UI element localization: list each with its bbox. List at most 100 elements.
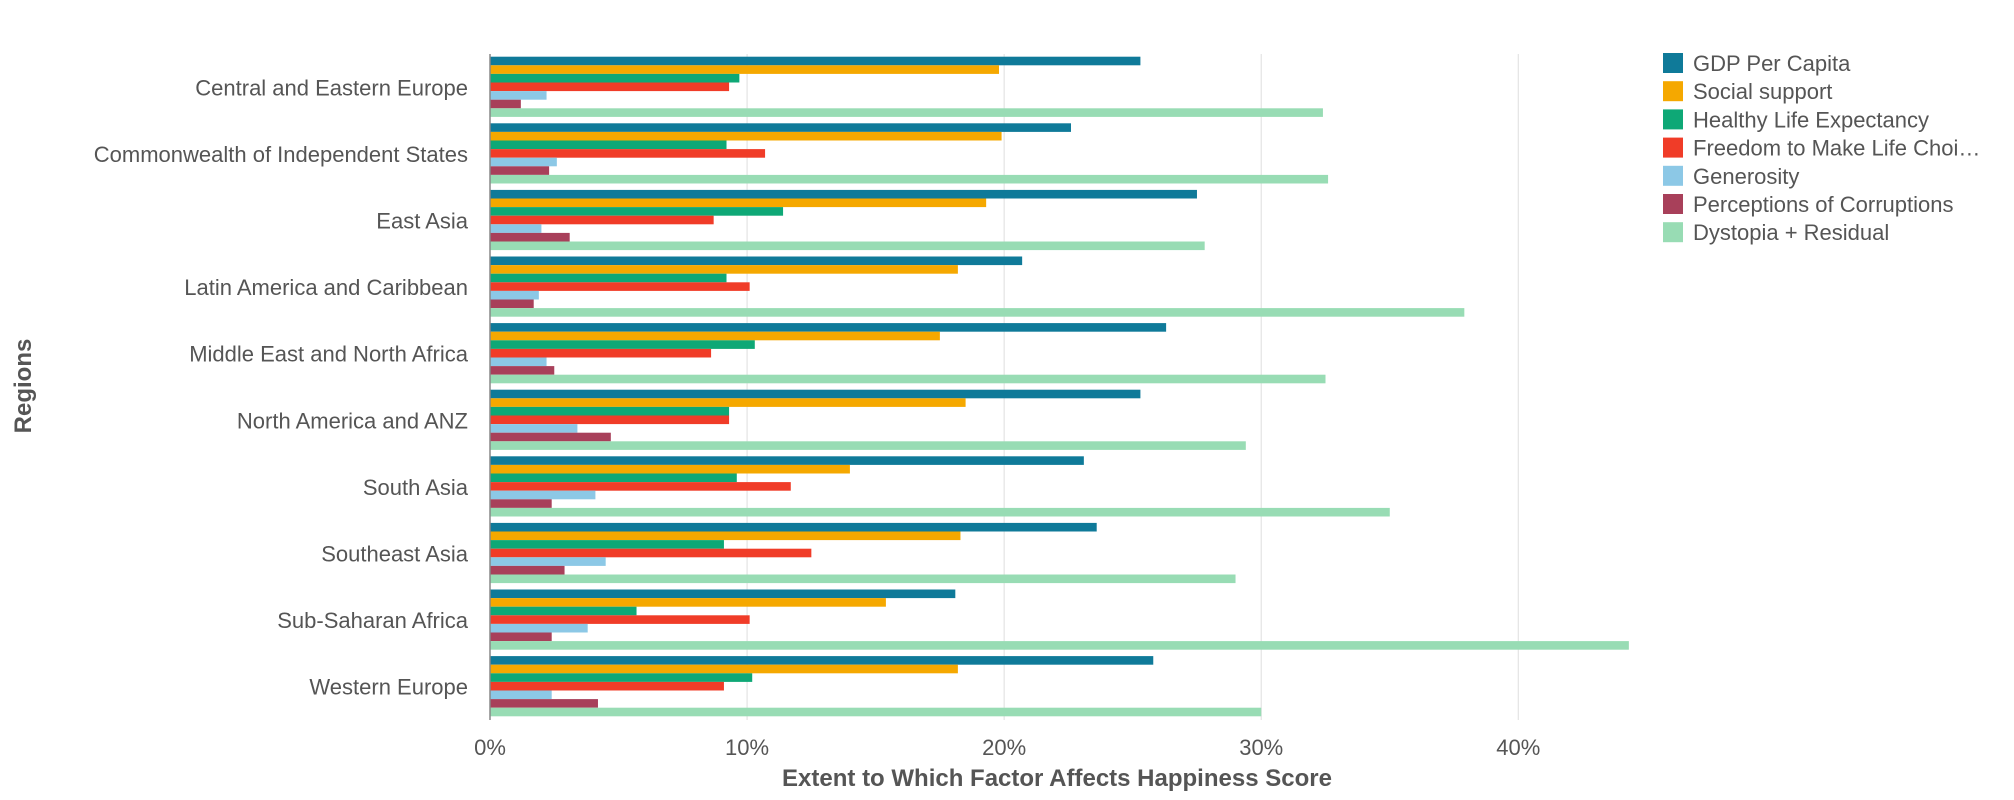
- legend-label-2: Healthy Life Expectancy: [1693, 107, 1929, 132]
- category-label-6: South Asia: [363, 475, 469, 500]
- bar-7-1: [490, 531, 961, 541]
- bar-3-2: [490, 273, 727, 283]
- legend-swatch-6: [1663, 222, 1683, 243]
- bar-8-5: [490, 632, 552, 642]
- legend: GDP Per Capita Social support Healthy Life…: [1663, 51, 1980, 245]
- bar-0-3: [490, 82, 730, 92]
- category-label-3: Latin America and Caribbean: [184, 275, 468, 300]
- category-label-2: East Asia: [376, 209, 468, 234]
- bar-7-2: [490, 540, 724, 549]
- bar-3-6: [490, 308, 1465, 317]
- bar-3-4: [490, 290, 539, 300]
- bar-9-2: [490, 673, 753, 682]
- bars: [490, 56, 1629, 717]
- bar-0-2: [490, 73, 740, 83]
- legend-swatch-5: [1663, 194, 1683, 214]
- legend-label-3: Freedom to Make Life Choi…: [1693, 136, 1980, 161]
- bar-5-2: [490, 406, 730, 416]
- bar-0-0: [490, 56, 1141, 66]
- bar-2-6: [490, 241, 1205, 251]
- bar-9-6: [490, 707, 1262, 717]
- bar-6-0: [490, 456, 1084, 465]
- legend-swatch-3: [1663, 137, 1683, 158]
- bar-1-0: [490, 123, 1071, 132]
- bar-9-3: [490, 681, 724, 691]
- legend-swatch-2: [1663, 109, 1683, 130]
- category-label-7: Southeast Asia: [321, 542, 469, 567]
- bar-3-3: [490, 282, 750, 291]
- bar-9-1: [490, 664, 958, 674]
- bar-0-4: [490, 91, 547, 100]
- x-axis-title: Extent to Which Factor Affects Happiness…: [782, 765, 1332, 792]
- bar-8-2: [490, 606, 637, 616]
- bar-5-1: [490, 398, 966, 407]
- bar-6-5: [490, 499, 552, 508]
- category-label-4: Middle East and North Africa: [189, 342, 469, 367]
- bar-7-3: [490, 548, 812, 558]
- bar-1-4: [490, 157, 557, 167]
- bar-1-5: [490, 166, 550, 175]
- bar-9-0: [490, 656, 1154, 665]
- bar-1-2: [490, 140, 727, 150]
- bar-1-1: [490, 131, 1002, 141]
- legend-swatch-0: [1663, 53, 1683, 73]
- bar-7-0: [490, 522, 1097, 532]
- bar-1-6: [490, 174, 1329, 184]
- category-label-1: Commonwealth of Independent States: [94, 142, 468, 167]
- bar-8-3: [490, 615, 750, 624]
- bar-0-6: [490, 108, 1323, 117]
- bar-6-6: [490, 507, 1390, 517]
- bar-3-0: [490, 256, 1023, 266]
- bar-3-5: [490, 299, 534, 309]
- bar-2-4: [490, 224, 542, 233]
- bar-5-5: [490, 432, 611, 442]
- bar-2-3: [490, 215, 714, 225]
- bar-4-5: [490, 366, 555, 375]
- legend-label-5: Perceptions of Corruptions: [1693, 192, 1953, 217]
- bar-5-6: [490, 441, 1246, 450]
- bar-6-2: [490, 473, 737, 483]
- legend-label-0: GDP Per Capita: [1693, 51, 1851, 76]
- x-tick-labels: 0% 10% 20% 30% 40%: [474, 735, 1540, 760]
- x-tick-label-4: 40%: [1496, 735, 1540, 760]
- category-labels: Central and Eastern Europe Commonwealth o…: [94, 75, 469, 699]
- bar-2-5: [490, 232, 570, 242]
- bar-8-6: [490, 641, 1629, 650]
- bar-4-6: [490, 374, 1326, 384]
- bar-3-1: [490, 265, 958, 274]
- bar-7-5: [490, 565, 565, 575]
- bar-7-4: [490, 557, 606, 566]
- bar-6-4: [490, 490, 596, 500]
- x-tick-label-1: 10%: [725, 735, 769, 760]
- bar-2-0: [490, 189, 1197, 199]
- x-tick-label-3: 30%: [1239, 735, 1283, 760]
- y-axis-title: Regions: [10, 339, 37, 434]
- x-tick-label-0: 0%: [474, 735, 506, 760]
- bar-7-6: [490, 574, 1236, 584]
- legend-swatch-1: [1663, 81, 1683, 102]
- bar-9-4: [490, 690, 552, 700]
- bar-8-1: [490, 598, 886, 607]
- bar-0-1: [490, 65, 1000, 74]
- bar-4-2: [490, 340, 755, 349]
- category-label-5: North America and ANZ: [237, 408, 468, 433]
- bar-1-3: [490, 149, 766, 158]
- bar-4-0: [490, 323, 1167, 332]
- bar-5-3: [490, 415, 730, 425]
- grid-lines: [746, 54, 1519, 720]
- category-label-8: Sub-Saharan Africa: [277, 608, 469, 633]
- bar-5-0: [490, 389, 1141, 399]
- category-label-0: Central and Eastern Europe: [195, 75, 468, 100]
- bar-4-1: [490, 331, 940, 341]
- legend-swatch-4: [1663, 165, 1683, 186]
- bar-2-1: [490, 198, 987, 208]
- bar-8-4: [490, 623, 588, 633]
- bar-0-5: [490, 99, 521, 109]
- bar-8-0: [490, 589, 956, 599]
- bar-4-3: [490, 348, 712, 358]
- bar-5-4: [490, 424, 578, 433]
- bar-2-2: [490, 207, 784, 216]
- legend-label-4: Generosity: [1693, 164, 1799, 189]
